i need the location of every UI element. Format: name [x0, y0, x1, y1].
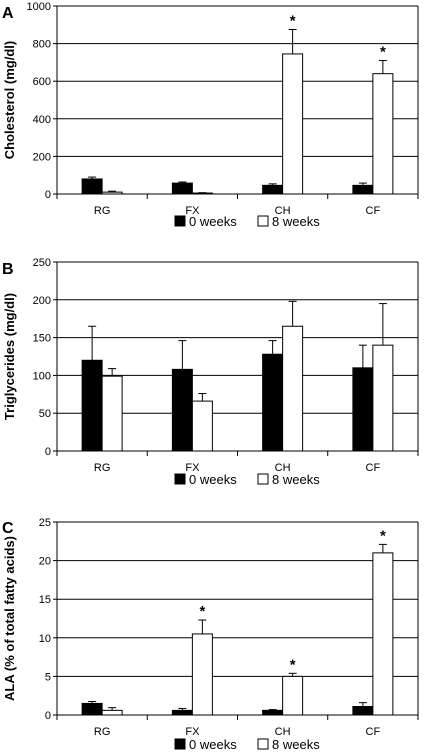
panel-letter: C — [2, 520, 14, 537]
chart-panel-a: A Cholesterol (mg/dl) 0 200 400 600 800 1000 RG F… — [2, 1, 419, 229]
chart-panel-b: B Triglycerides (mg/dl) 0 50 100 150 200 250 RG F… — [2, 257, 419, 487]
bar-rg-series-0 — [81, 178, 103, 195]
bar-rg-series-1 — [101, 375, 123, 452]
bar-rg-series-0 — [81, 359, 103, 452]
y-tick-label: 600 — [33, 76, 51, 88]
y-tick-label: 0 — [45, 446, 51, 458]
legend-swatch-series-0 — [174, 215, 186, 227]
y-axis-label: Cholesterol (mg/dl) — [2, 41, 17, 159]
legend-label: 0 weeks — [189, 737, 237, 752]
x-tick-label: CH — [275, 462, 291, 474]
y-tick-label: 20 — [39, 556, 51, 568]
y-tick-label: 150 — [33, 333, 51, 345]
y-axis-label: Triglycerides (mg/dl) — [2, 293, 17, 420]
bar-cf-series-1 — [372, 552, 394, 716]
y-tick-label: 400 — [33, 114, 51, 126]
significance-marker: * — [380, 527, 386, 544]
legend: 0 weeks 8 weeks — [174, 737, 320, 752]
y-tick-label: 100 — [33, 370, 51, 382]
x-tick-label: RG — [94, 462, 111, 474]
bar-ch-series-0 — [262, 709, 284, 716]
significance-marker: * — [290, 13, 296, 30]
bar-fx-series-0 — [171, 709, 193, 716]
y-tick-label: 800 — [33, 39, 51, 51]
legend-label: 8 weeks — [272, 214, 320, 229]
significance-marker: * — [290, 656, 296, 673]
legend-label: 0 weeks — [189, 214, 237, 229]
x-tick-label: RG — [94, 205, 111, 217]
bar-fx-series-0 — [171, 182, 193, 195]
x-tick-label: CF — [366, 726, 381, 738]
bar-fx-series-0 — [171, 368, 193, 452]
bar-cf-series-1 — [372, 344, 394, 452]
bar-ch-series-0 — [262, 184, 284, 195]
bar-cf-series-0 — [352, 184, 374, 195]
bar-fx-series-1 — [191, 192, 213, 195]
y-tick-label: 15 — [39, 594, 51, 606]
x-tick-label: CF — [366, 462, 381, 474]
legend-swatch-series-1 — [257, 215, 269, 227]
y-tick-label: 0 — [45, 189, 51, 201]
legend-swatch-series-0 — [174, 738, 186, 750]
legend: 0 weeks 8 weeks — [174, 214, 320, 229]
bar-cf-series-0 — [352, 367, 374, 452]
bar-ch-series-1 — [282, 675, 304, 716]
bar-rg-series-0 — [81, 702, 103, 716]
legend-label: 8 weeks — [272, 472, 320, 487]
x-tick-label: FX — [185, 462, 200, 474]
bar-ch-series-1 — [282, 53, 304, 195]
x-tick-label: CH — [275, 726, 291, 738]
bar-ch-series-1 — [282, 325, 304, 452]
y-tick-label: 50 — [39, 408, 51, 420]
bar-cf-series-0 — [352, 706, 374, 716]
x-tick-label: CH — [275, 205, 291, 217]
legend-swatch-series-0 — [174, 473, 186, 485]
x-tick-label: RG — [94, 726, 111, 738]
significance-marker: * — [199, 603, 205, 620]
y-tick-label: 200 — [33, 295, 51, 307]
y-tick-label: 1000 — [27, 1, 51, 13]
x-tick-label: FX — [185, 205, 200, 217]
y-axis-label: ALA (% of total fatty acids) — [2, 536, 17, 701]
bar-ch-series-0 — [262, 353, 284, 452]
legend: 0 weeks 8 weeks — [174, 472, 320, 487]
legend-label: 0 weeks — [189, 472, 237, 487]
legend-label: 8 weeks — [272, 737, 320, 752]
legend-swatch-series-1 — [257, 473, 269, 485]
panel-letter: B — [2, 261, 14, 278]
bar-fx-series-1 — [191, 633, 213, 716]
y-tick-label: 5 — [45, 671, 51, 683]
legend-swatch-series-1 — [257, 738, 269, 750]
bar-rg-series-1 — [101, 191, 123, 195]
bar-cf-series-1 — [372, 73, 394, 195]
x-tick-label: FX — [185, 726, 200, 738]
bar-fx-series-1 — [191, 400, 213, 452]
x-tick-label: CF — [366, 205, 381, 217]
bar-rg-series-1 — [101, 709, 123, 716]
panel-letter: A — [2, 5, 14, 22]
y-tick-label: 0 — [45, 710, 51, 722]
significance-marker: * — [380, 44, 386, 61]
y-tick-label: 10 — [39, 633, 51, 645]
y-tick-label: 250 — [33, 257, 51, 269]
y-tick-label: 200 — [33, 151, 51, 163]
y-tick-label: 25 — [39, 517, 51, 529]
